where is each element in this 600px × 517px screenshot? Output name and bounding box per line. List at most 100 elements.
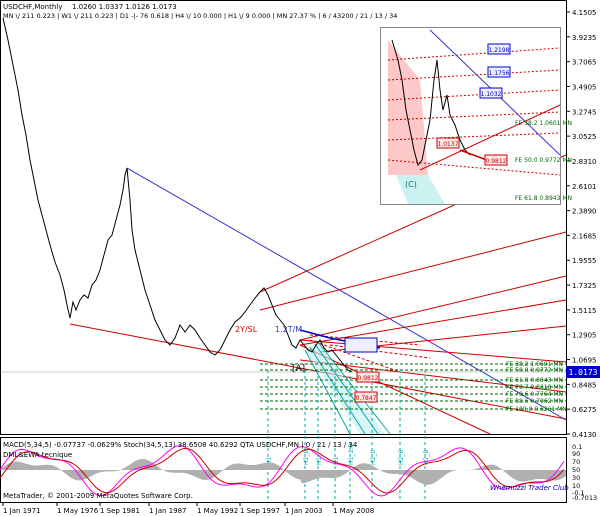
info-line: MN \/ 211 0.223 | W1 \/ 211 0.223 | D1 -… <box>3 12 397 20</box>
fe-level-label: FE 88.6 0.7062 MN <box>506 398 563 405</box>
inset-box-label: 1.1032 <box>481 91 502 98</box>
price-tick-label: 4.1505 <box>572 9 597 17</box>
macd-subtitle: DML&EWA tecnique <box>3 451 72 459</box>
fan-line-4 <box>299 299 567 346</box>
inset-dash-4 <box>387 111 561 121</box>
time-projection-label: H2_6 <box>398 450 405 465</box>
price-tick-label: 1.5115 <box>572 307 597 315</box>
stoch-signal-line <box>0 447 565 494</box>
time-axis: 1 Jan 1971 1 May 1976 1 Sep 1981 1 Jan 1987… <box>2 502 374 515</box>
fan-line-3 <box>299 275 567 341</box>
watermark-text: Whemozzi Trader Club <box>490 484 569 492</box>
current-price-label: 1.0173 <box>569 368 598 377</box>
inset-dash-2 <box>387 69 561 81</box>
price-tick-label: 0.6275 <box>572 406 597 414</box>
box-label-0.9812: 0.9812 <box>358 375 379 382</box>
price-tick-label: 3.2745 <box>572 108 597 116</box>
time-projection-label: H1 <box>333 456 340 465</box>
main-pane-frame <box>0 0 567 435</box>
box-0.7847 <box>354 391 378 403</box>
time-projection-label: H2_8 <box>423 450 430 465</box>
time-projection-label: H1 <box>316 456 323 465</box>
inset-label-c: (C) <box>405 180 417 189</box>
inset-fe-label: FE 50.0 0.9772 MN <box>515 157 572 164</box>
inset-box-label: 1.1756 <box>489 70 510 77</box>
cyan-fan-fill <box>305 342 385 434</box>
time-projection-label: H2_0 <box>370 450 377 465</box>
inset-box <box>436 137 460 149</box>
wave-a-label: [A] <box>292 364 305 374</box>
inset-box-label: 0.9812 <box>486 158 507 165</box>
inset-fe-label: FE 61.8 0.8943 MN <box>515 195 572 202</box>
inset-box <box>484 154 508 166</box>
symbol-title: USDCHF,Monthly <box>3 3 62 11</box>
inset-box-group: 1.2198 1.1756 1.1032 1.0137 0.9812 <box>436 43 511 166</box>
inset-fe-group: FE 38.2 1.0601 MN FE 50.0 0.9772 MN FE 61.… <box>515 120 572 202</box>
inset-box <box>487 43 511 55</box>
inset-box-label: 1.0137 <box>438 141 459 148</box>
macd-header: MACD(5,34,5) -0.07737 -0.0629% Stoch(34,… <box>3 441 358 449</box>
time-projection-label: H1 <box>266 456 273 465</box>
inset-box <box>487 66 511 78</box>
fe-level-label: FE 61.8 0.8943 MN <box>506 377 563 384</box>
time-tick-label: 1 Sep 1981 <box>100 507 140 515</box>
macd-axis-label: -0.7013 <box>572 494 597 502</box>
macd-axis-label: 0.1 <box>572 443 582 451</box>
inset-box-label: 1.2198 <box>489 47 510 54</box>
resistance-trendline <box>126 167 567 421</box>
macd-axis-label: 90 <box>572 450 580 458</box>
stoch-main-line <box>0 445 565 497</box>
current-price-box <box>566 366 600 378</box>
time-projection-lines: H1 H1_8 H1 H1 H1_1.6 H2_0 H2_6 H2_8 <box>266 370 430 502</box>
inset-cyan-fill <box>396 175 445 204</box>
inset-dash-6 <box>387 159 561 176</box>
inset-box <box>479 87 503 99</box>
price-tick-label: 0.4130 <box>572 431 597 439</box>
pattern-label-2: 1.2T/M <box>275 325 302 334</box>
price-tick-label: 0.8485 <box>572 381 597 389</box>
macd-axis-label: 70 <box>572 458 580 466</box>
macd-histogram <box>0 459 566 485</box>
price-tick-label: 1.9555 <box>572 257 597 265</box>
time-tick-label: 1 Jan 1971 <box>3 507 41 515</box>
cyan-line-4 <box>317 341 391 435</box>
price-tick-label: 1.2905 <box>572 332 597 340</box>
price-tick-label: 3.4905 <box>572 83 597 91</box>
fe-level-label: FE 50.0 0.9772 MN <box>506 367 563 374</box>
time-tick-label: 1 Sep 1997 <box>240 507 280 515</box>
time-tick-label: 1 Jan 2003 <box>285 507 323 515</box>
price-tick-label: 3.7065 <box>572 59 597 67</box>
price-tick-label: 2.3890 <box>572 208 597 216</box>
pattern-label-1: 2Y/SL <box>235 325 258 334</box>
cyan-line-3 <box>314 343 379 435</box>
price-axis: 4.1505 3.9235 3.7065 3.4905 3.2745 3.0525 2.83… <box>566 9 597 439</box>
price-tick-label: 1.7325 <box>572 282 597 290</box>
price-tick-label: 2.1685 <box>572 232 597 240</box>
box-0.9812 <box>356 371 380 383</box>
inset-fe-label: FE 38.2 1.0601 MN <box>515 120 572 127</box>
fe-level-label: FE 70.7 0.8318 MN <box>506 384 563 391</box>
time-tick-label: 1 May 1992 <box>197 507 238 515</box>
inset-dash-5 <box>387 132 561 141</box>
inset-red-fill <box>388 40 428 175</box>
time-projection-label: H1_1.6 <box>348 444 355 465</box>
fe-level-label: FE 38.2 1.0601 MN <box>506 361 563 368</box>
inset-price-series <box>391 39 471 167</box>
time-tick-label: 1 May 1976 <box>57 507 99 515</box>
time-projection-label: H1_8 <box>303 450 310 465</box>
macd-axis-label: 50 <box>572 466 580 474</box>
fan-line-6 <box>299 339 567 363</box>
fe-level-label: FE 78.6 0.7764 MN <box>506 391 563 398</box>
inset-dash-1 <box>387 47 561 61</box>
time-tick-label: 1 Jan 1987 <box>149 507 187 515</box>
price-tick-label: 2.8310 <box>572 158 597 166</box>
price-tick-label: 2.6101 <box>572 183 597 191</box>
macd-axis-label: 10 <box>572 482 580 490</box>
blue-box <box>344 337 378 353</box>
macd-axis-label: -0.1 <box>572 489 585 497</box>
